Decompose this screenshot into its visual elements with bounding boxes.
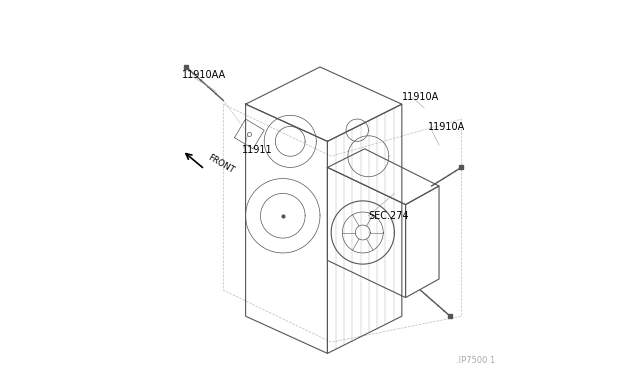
Text: 11911: 11911 — [242, 144, 273, 154]
Text: .IP7500 1: .IP7500 1 — [456, 356, 495, 365]
Text: 11910A: 11910A — [428, 122, 465, 132]
Text: 11910A: 11910A — [402, 92, 439, 102]
Text: SEC.274: SEC.274 — [369, 211, 409, 221]
Text: 11910AA: 11910AA — [182, 70, 227, 80]
Text: FRONT: FRONT — [207, 153, 236, 175]
